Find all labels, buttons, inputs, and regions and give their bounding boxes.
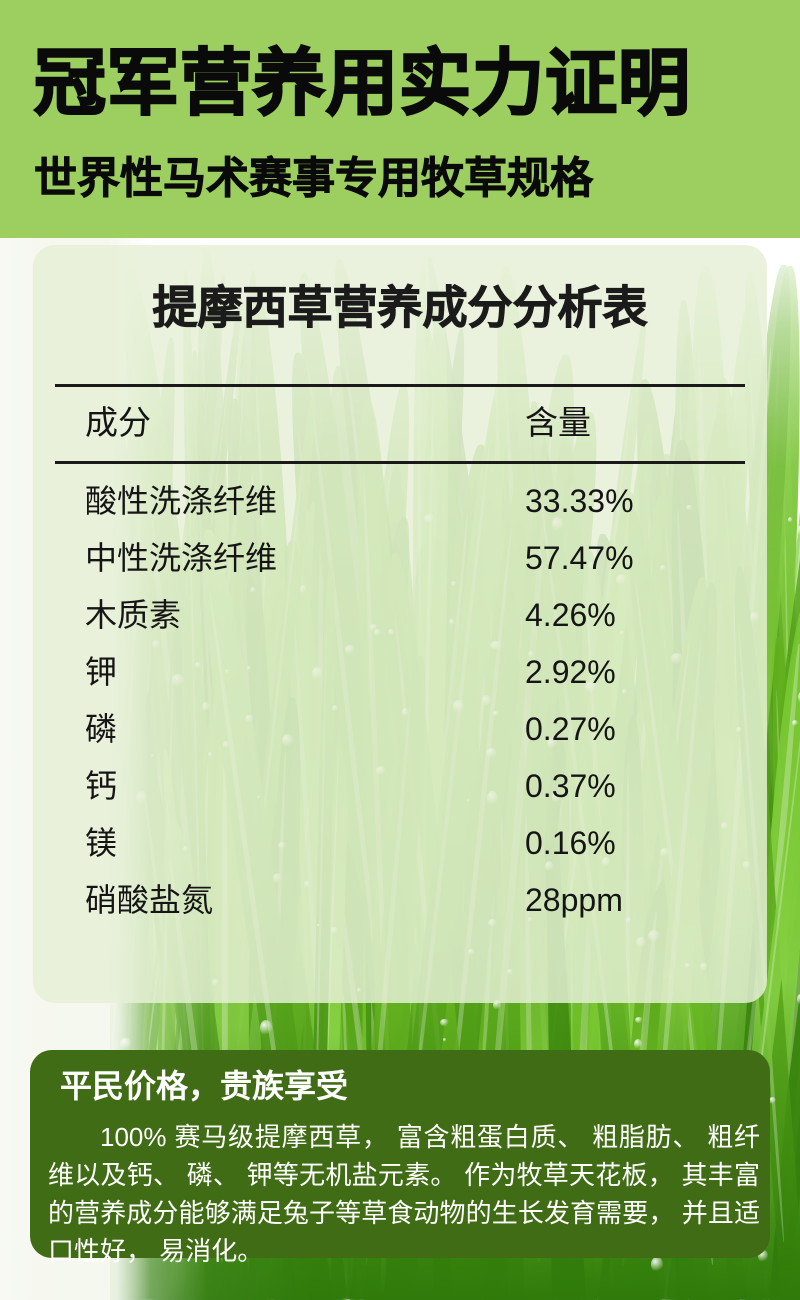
cell-component-value: 2.92% — [525, 654, 616, 690]
nutrition-table-card: 提摩西草营养成分分析表 成分 含量 酸性洗涤纤维 33.33% 中性洗涤纤维 57.4… — [33, 245, 767, 1003]
cell-component-value: 0.16% — [525, 825, 616, 861]
panel-body-text: 100% 赛马级提摩西草， 富含粗蛋白质、 粗脂肪、 粗纤维以及钙、 磷、 钾等… — [48, 1122, 760, 1266]
column-header-component: 成分 — [85, 404, 151, 441]
cell-component-name: 钙 — [85, 768, 118, 804]
table-title: 提摩西草营养成分分析表 — [152, 282, 648, 333]
column-header-content: 含量 — [525, 404, 591, 441]
table-row: 钙 0.37% — [33, 762, 767, 819]
table-rule-top — [55, 384, 745, 387]
table-rule-bottom — [55, 461, 745, 464]
cell-component-name: 酸性洗涤纤维 — [85, 483, 278, 519]
cell-component-name: 中性洗涤纤维 — [85, 540, 278, 576]
cell-component-name: 磷 — [85, 711, 118, 747]
cell-component-value: 0.27% — [525, 711, 616, 747]
cell-component-name: 镁 — [85, 825, 118, 861]
cell-component-value: 28ppm — [525, 882, 623, 918]
cell-component-value: 57.47% — [525, 540, 634, 576]
table-body: 酸性洗涤纤维 33.33% 中性洗涤纤维 57.47% 木质素 4.26% 钾 2.92% 磷 0… — [33, 477, 767, 933]
page-subtitle: 世界性马术赛事专用牧草规格 — [34, 155, 594, 203]
cell-component-value: 4.26% — [525, 597, 616, 633]
table-row: 钾 2.92% — [33, 648, 767, 705]
description-panel: 平民价格，贵族享受 100% 赛马级提摩西草， 富含粗蛋白质、 粗脂肪、 粗纤维… — [30, 1050, 770, 1266]
table-row: 木质素 4.26% — [33, 591, 767, 648]
cell-component-value: 0.37% — [525, 768, 616, 804]
table-row: 镁 0.16% — [33, 819, 767, 876]
table-header-row: 成分 含量 — [33, 402, 767, 454]
table-row: 中性洗涤纤维 57.47% — [33, 534, 767, 591]
header-band: 冠军营养用实力证明 世界性马术赛事专用牧草规格 — [0, 0, 800, 238]
table-row: 酸性洗涤纤维 33.33% — [33, 477, 767, 534]
page-title: 冠军营养用实力证明 — [33, 44, 692, 124]
cell-component-value: 33.33% — [525, 483, 634, 519]
cell-component-name: 木质素 — [85, 597, 182, 633]
cell-component-name: 硝酸盐氮 — [85, 882, 214, 918]
panel-heading: 平民价格，贵族享受 — [60, 1068, 349, 1104]
cell-component-name: 钾 — [85, 654, 118, 690]
table-row: 硝酸盐氮 28ppm — [33, 876, 767, 933]
table-row: 磷 0.27% — [33, 705, 767, 762]
